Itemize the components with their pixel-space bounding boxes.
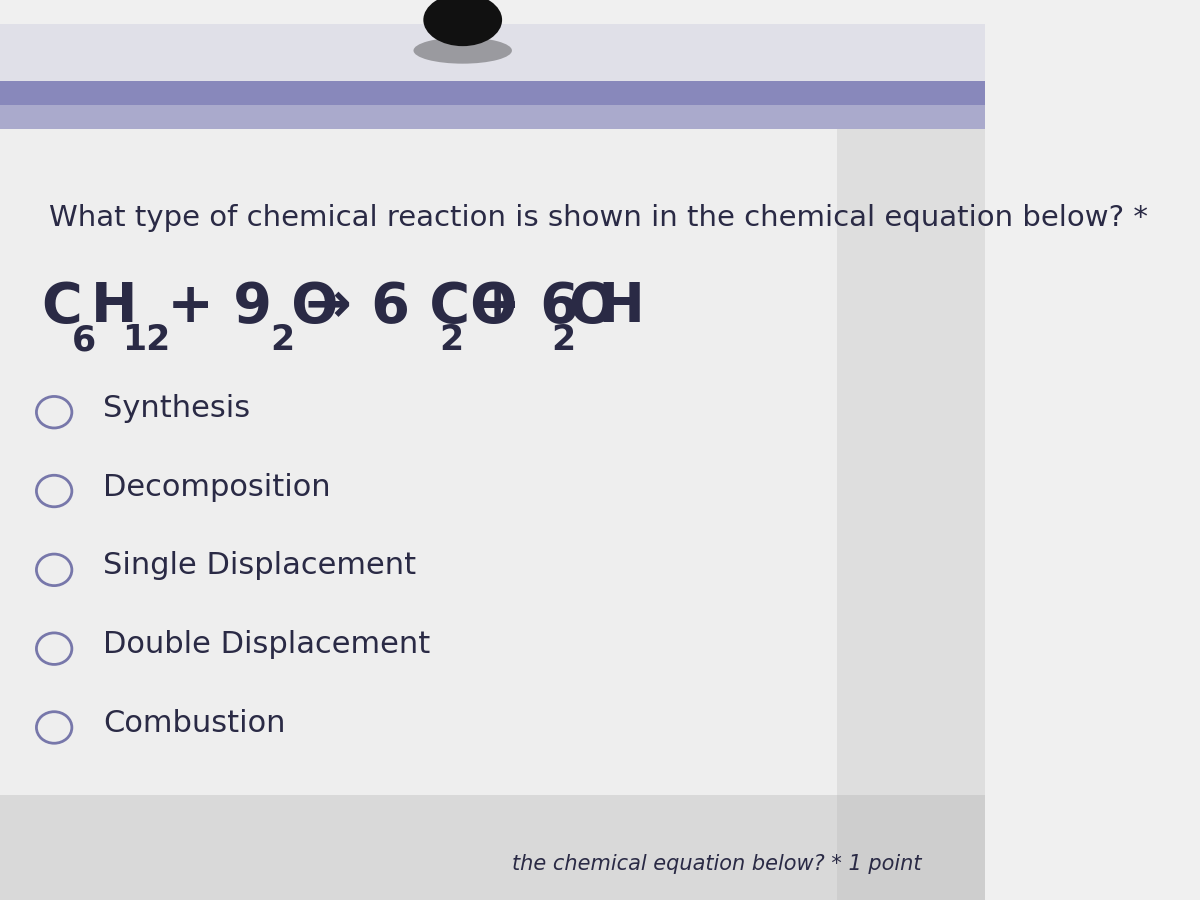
Bar xyxy=(0,105,984,130)
Bar xyxy=(0,24,984,81)
Text: Synthesis: Synthesis xyxy=(103,393,251,423)
Text: + 9 O: + 9 O xyxy=(148,280,338,334)
Text: 2: 2 xyxy=(551,323,576,357)
Text: What type of chemical reaction is shown in the chemical equation below? *: What type of chemical reaction is shown … xyxy=(49,203,1148,232)
Text: the chemical equation below? * 1 point: the chemical equation below? * 1 point xyxy=(512,854,922,874)
Bar xyxy=(0,795,984,900)
Ellipse shape xyxy=(414,38,512,64)
Text: 12: 12 xyxy=(122,323,170,357)
Text: 2: 2 xyxy=(270,323,294,357)
Text: 6: 6 xyxy=(72,323,96,357)
Ellipse shape xyxy=(424,0,502,46)
Text: Decomposition: Decomposition xyxy=(103,472,331,501)
Text: O: O xyxy=(568,280,616,334)
Bar xyxy=(836,24,984,900)
Text: H: H xyxy=(90,280,137,334)
Text: C: C xyxy=(41,280,82,334)
Text: 2: 2 xyxy=(439,323,463,357)
Text: → 6 CO: → 6 CO xyxy=(286,280,517,334)
Text: Combustion: Combustion xyxy=(103,709,286,738)
Text: Double Displacement: Double Displacement xyxy=(103,630,431,659)
Bar xyxy=(0,81,984,105)
Text: Single Displacement: Single Displacement xyxy=(103,552,416,581)
Text: + 6 H: + 6 H xyxy=(455,280,644,334)
